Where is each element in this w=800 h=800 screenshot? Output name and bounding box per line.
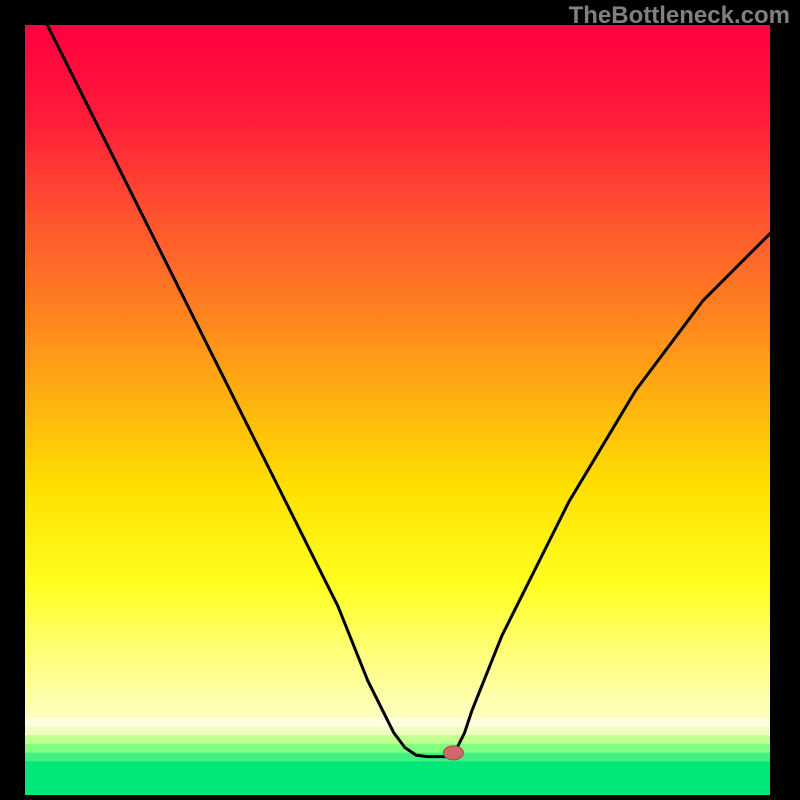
chart-root: TheBottleneck.com [0,0,800,800]
optimum-marker [0,0,800,800]
watermark-text: TheBottleneck.com [569,2,790,30]
